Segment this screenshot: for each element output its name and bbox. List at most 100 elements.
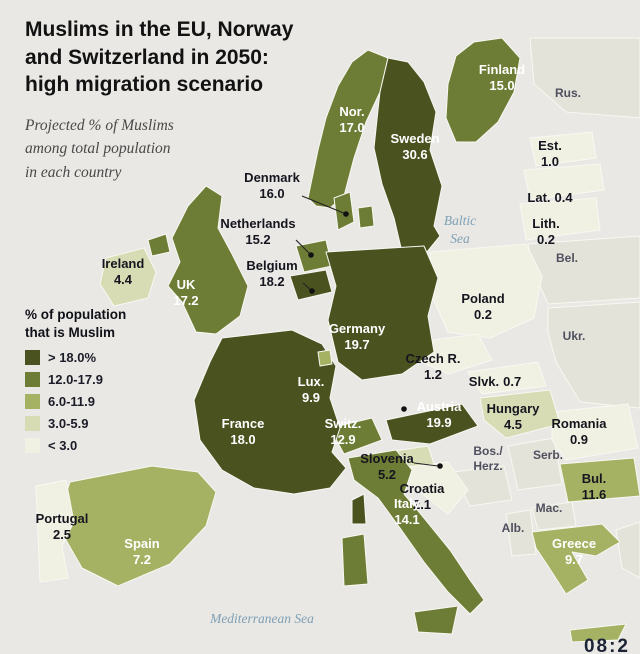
label-russia: Rus. — [554, 86, 582, 100]
label-netherlands: Netherlands 15.2 — [220, 216, 296, 247]
legend-label: 3.0-5.9 — [48, 416, 89, 432]
legend-swatch — [25, 416, 40, 432]
country-shape-lithuania — [519, 197, 601, 241]
country-shape-denmark — [333, 191, 355, 231]
label-mediterranean-sea: Mediterranean Sea — [210, 611, 314, 626]
label-latvia: Lat. 0.4 — [527, 190, 573, 205]
label-finland: Finland 15.0 — [478, 62, 526, 93]
label-ukraine: Ukr. — [562, 329, 586, 343]
label-belarus: Bel. — [555, 251, 579, 265]
label-switzerland: Switz. 12.9 — [324, 416, 362, 447]
label-poland: Poland 0.2 — [461, 291, 505, 322]
label-slovakia: Slvk. 0.7 — [468, 374, 522, 389]
label-baltic-sea: Baltic Sea — [443, 213, 477, 246]
pointer-dot-netherlands — [308, 252, 314, 258]
country-shape-bulgaria — [559, 457, 640, 503]
country-shape-germany — [325, 245, 439, 381]
label-greece: Greece 9.7 — [551, 536, 597, 567]
label-italy: Italy 14.1 — [393, 496, 421, 527]
legend-swatch — [25, 394, 40, 410]
legend-item: > 18.0% — [25, 350, 126, 366]
label-bulgaria: Bul. 11.6 — [581, 471, 607, 502]
pointer-line-slovenia — [413, 462, 439, 467]
country-shape-corsica — [351, 493, 367, 525]
legend-item: 6.0-11.9 — [25, 394, 126, 410]
subtitle: Projected % of Muslims among total popul… — [25, 117, 174, 181]
country-shape-macedonia — [531, 501, 577, 531]
country-shape-slovakia — [467, 361, 547, 395]
label-croatia: Croatia 2.1 — [399, 481, 445, 512]
legend-item: < 3.0 — [25, 438, 126, 454]
legend-title: % of population that is Muslim — [25, 307, 127, 340]
country-shape-poland — [429, 243, 543, 339]
country-shape-hungary — [479, 389, 561, 439]
label-france: France 18.0 — [221, 416, 265, 447]
label-ireland: Ireland 4.4 — [101, 256, 145, 287]
legend: % of population that is Muslim > 18.0% 1… — [25, 306, 126, 460]
pointer-dot-slovenia — [437, 463, 443, 469]
country-shape-northern-ireland — [147, 233, 171, 257]
country-shape-switzerland — [329, 417, 383, 455]
country-shape-luxembourg — [317, 349, 333, 367]
label-spain: Spain 7.2 — [124, 536, 160, 567]
legend-label: < 3.0 — [48, 438, 78, 454]
label-sweden: Sweden 30.6 — [390, 131, 440, 162]
label-belgium: Belgium 18.2 — [246, 258, 298, 289]
country-shape-latvia — [523, 163, 605, 201]
country-shape-portugal — [35, 479, 75, 583]
watermark-timestamp: 08:2 — [583, 636, 630, 654]
legend-swatch — [25, 438, 40, 454]
label-macedonia: Mac. — [535, 501, 563, 515]
legend-swatch — [25, 350, 40, 366]
label-luxembourg: Lux. 9.9 — [297, 374, 325, 405]
country-shape-belgium — [289, 269, 333, 301]
legend-item: 12.0-17.9 — [25, 372, 126, 388]
legend-label: > 18.0% — [48, 350, 97, 366]
label-germany: Germany 19.7 — [328, 321, 386, 352]
country-shape-sardinia — [341, 533, 369, 587]
country-shape-turkey — [615, 521, 640, 579]
label-romania: Romania 0.9 — [551, 416, 607, 447]
country-shape-greece — [531, 523, 621, 595]
pointer-dot-denmark — [343, 211, 349, 217]
label-serbia: Serb. — [532, 448, 564, 462]
country-shape-crete — [569, 623, 627, 643]
legend-label: 12.0-17.9 — [48, 372, 103, 388]
country-shape-denmark-island — [357, 205, 375, 229]
country-shape-ireland — [99, 247, 157, 307]
pointer-dot-belgium — [309, 288, 315, 294]
label-bosnia-herzegovina: Bos./ Herz. — [473, 444, 503, 473]
legend-item: 3.0-5.9 — [25, 416, 126, 432]
country-shape-finland — [445, 37, 521, 143]
country-shape-albania — [505, 509, 537, 557]
country-shape-romania — [551, 403, 639, 461]
label-lithuania: Lith. 0.2 — [532, 216, 560, 247]
label-portugal: Portugal 2.5 — [35, 511, 89, 542]
country-shape-russia — [529, 37, 640, 119]
country-shape-sicily — [413, 605, 459, 635]
pointer-dot-austria — [401, 406, 407, 412]
label-estonia: Est. 1.0 — [538, 138, 562, 169]
country-shape-estonia — [529, 131, 597, 167]
country-shape-austria — [385, 403, 479, 445]
pointer-line-denmark — [301, 195, 347, 215]
label-albania: Alb. — [501, 521, 525, 535]
country-shape-italy — [347, 449, 485, 615]
label-norway: Nor. 17.0 — [339, 104, 365, 135]
page-title: Muslims in the EU, Norway and Switzerlan… — [25, 18, 294, 97]
legend-label: 6.0-11.9 — [48, 394, 95, 410]
label-hungary: Hungary 4.5 — [486, 401, 540, 432]
label-slovenia: Slovenia 5.2 — [360, 451, 414, 482]
label-uk: UK 17.2 — [173, 277, 199, 308]
label-czech: Czech R. 1.2 — [405, 351, 461, 382]
label-denmark: Denmark 16.0 — [244, 170, 300, 201]
pointer-line-netherlands — [295, 239, 312, 256]
country-shape-serbia — [507, 437, 563, 491]
legend-swatch — [25, 372, 40, 388]
country-shape-ukraine — [547, 301, 640, 409]
label-austria: Austria 19.9 — [416, 399, 462, 430]
country-shape-sweden — [373, 57, 443, 259]
country-shape-uk — [167, 185, 249, 335]
